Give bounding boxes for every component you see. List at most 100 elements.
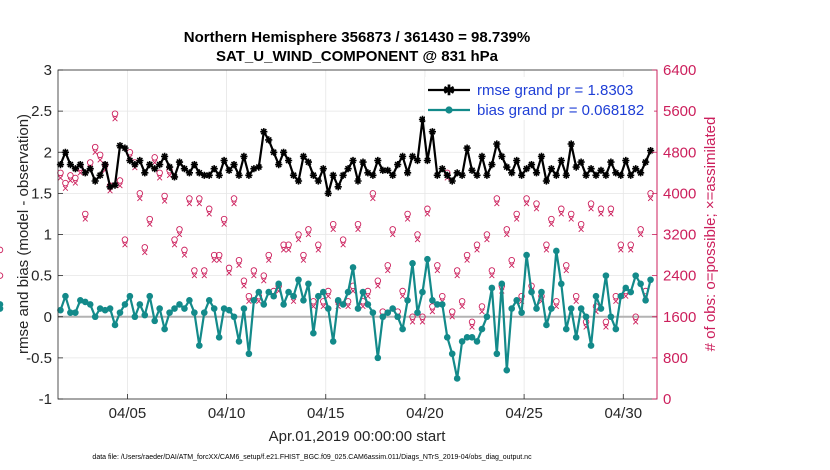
- obs-assimilated-point: [67, 177, 74, 184]
- bias-point: [369, 309, 377, 316]
- obs-possible-point: [637, 226, 644, 233]
- rmse-point: [413, 156, 422, 165]
- bias-point: [151, 317, 158, 325]
- y-left-tick-label: -1: [39, 391, 52, 408]
- bias-point: [543, 321, 550, 329]
- legend-box: [425, 77, 654, 120]
- obs-possible-point: [503, 226, 511, 233]
- obs-assimilated-point: [181, 252, 188, 258]
- bias-point: [161, 325, 168, 333]
- obs-possible-point: [225, 264, 233, 272]
- obs-assimilated-point: [285, 247, 292, 253]
- bias-point: [255, 288, 263, 296]
- y-left-tick-label: 2: [44, 144, 52, 161]
- bias-point: [96, 305, 104, 312]
- obs-assimilated-point: [484, 236, 490, 243]
- obs-possible-point: [627, 241, 634, 249]
- obs-assimilated-point: [216, 257, 222, 263]
- obs-assimilated-point: [523, 200, 530, 207]
- obs-assimilated-point: [360, 303, 366, 310]
- rmse-point: [488, 161, 496, 169]
- obs-assimilated-point: [92, 149, 98, 155]
- bias-point: [498, 280, 506, 288]
- obs-assimilated-point: [191, 272, 198, 279]
- rmse-point: [607, 158, 615, 166]
- obs-possible-point: [374, 277, 382, 285]
- obs-possible-point: [419, 313, 426, 321]
- bias-point: [116, 309, 124, 316]
- rmse-point: [448, 177, 456, 185]
- rmse-point: [542, 177, 550, 185]
- bias-point: [126, 292, 134, 300]
- bias-point: [339, 301, 347, 308]
- rmse-point: [270, 148, 278, 156]
- y-right-tick-label: 5600: [663, 103, 696, 120]
- obs-possible-point: [156, 169, 163, 177]
- rmse-point: [309, 171, 317, 179]
- rmse-point: [572, 163, 580, 171]
- rmse-point: [523, 165, 531, 173]
- rmse-point: [141, 169, 149, 177]
- obs-possible-point: [617, 241, 625, 249]
- rmse-point: [91, 177, 99, 185]
- obs-possible-point: [250, 267, 258, 274]
- obs-possible-point: [533, 200, 540, 207]
- obs-assimilated-point: [355, 226, 361, 233]
- obs-assimilated-point: [340, 242, 346, 248]
- rmse-point: [369, 171, 377, 179]
- x-tick-label: 04/20: [406, 405, 444, 422]
- obs-possible-point: [607, 205, 615, 213]
- obs-assimilated-point: [399, 293, 406, 299]
- obs-assimilated-point: [479, 308, 485, 315]
- rmse-point: [394, 161, 402, 169]
- rmse-point: [627, 171, 635, 179]
- obs-assimilated-point: [57, 175, 64, 181]
- y-right-tick-label: 4000: [663, 185, 696, 202]
- obs-possible-point: [602, 318, 610, 326]
- bias-point: [384, 309, 392, 316]
- rmse-point: [518, 171, 526, 179]
- bias-point: [111, 321, 119, 329]
- rmse-point: [190, 161, 198, 169]
- obs-assimilated-point: [568, 216, 574, 222]
- obs-possible-point: [354, 220, 362, 228]
- bias-point: [533, 305, 540, 312]
- obs-possible-point: [91, 143, 99, 151]
- y-right-tick-label: 6400: [663, 62, 696, 79]
- rmse-point: [289, 171, 298, 179]
- bias-point: [260, 301, 268, 308]
- obs-assimilated-point: [236, 262, 242, 269]
- bias-point: [215, 334, 223, 341]
- bias-point: [210, 305, 218, 312]
- bias-point: [141, 311, 149, 319]
- obs-assimilated-point: [142, 249, 148, 256]
- rmse-point: [116, 142, 124, 150]
- bias-point: [220, 305, 228, 312]
- rmse-point: [304, 158, 312, 166]
- obs-possible-point: [176, 226, 183, 233]
- obs-assimilated-point: [206, 211, 212, 217]
- rmse-point: [418, 115, 427, 123]
- rmse-point: [339, 171, 347, 179]
- bias-point: [488, 284, 496, 292]
- obs-assimilated-point: [489, 272, 495, 279]
- y-axis-right-label: # of obs: o=possible; ×=assimilated: [702, 117, 719, 352]
- obs-assimilated-point: [563, 267, 569, 274]
- obs-possible-point: [493, 195, 501, 202]
- bias-point: [478, 325, 486, 333]
- rmse-point: [622, 156, 630, 165]
- rmse-point: [215, 171, 223, 179]
- obs-assimilated-point: [256, 298, 262, 305]
- obs-possible-point: [409, 313, 416, 321]
- bias-point: [349, 264, 357, 271]
- bias-point: [404, 297, 411, 304]
- obs-possible-point: [116, 177, 124, 184]
- obs-assimilated-point: [414, 236, 421, 243]
- bias-point: [230, 313, 238, 321]
- obs-possible-point: [513, 210, 520, 218]
- obs-possible-point: [508, 256, 515, 264]
- rmse-point: [503, 163, 511, 171]
- rmse-point: [592, 171, 600, 179]
- rmse-point: [101, 161, 109, 169]
- rmse-point: [577, 158, 585, 166]
